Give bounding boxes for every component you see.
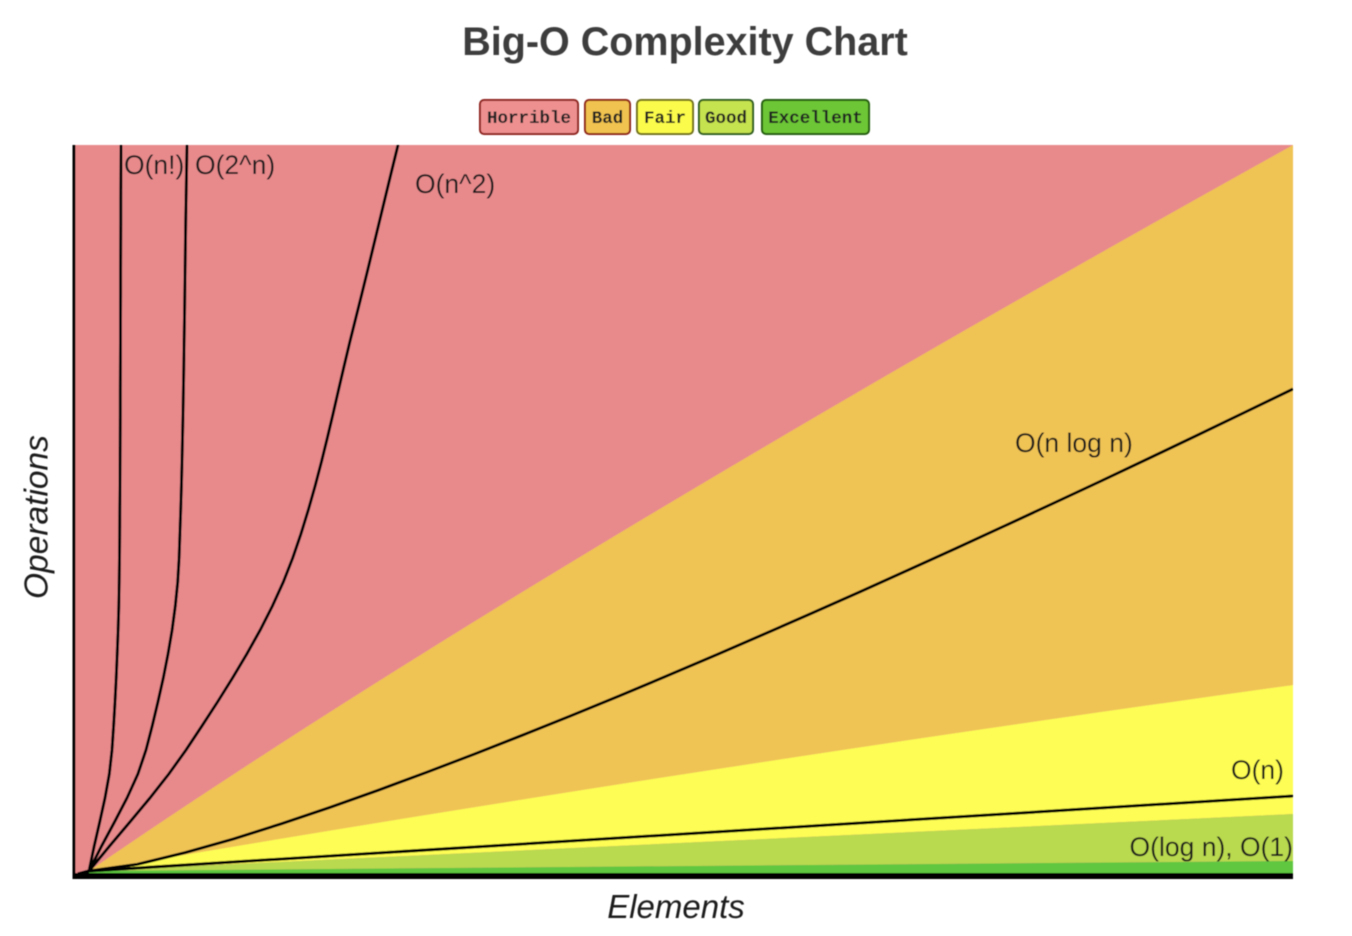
- svg-text:O(2^n): O(2^n): [195, 150, 275, 180]
- svg-text:O(n^2): O(n^2): [415, 169, 495, 199]
- svg-text:Operations: Operations: [19, 435, 56, 599]
- svg-text:Fair: Fair: [644, 109, 686, 129]
- svg-text:O(n!): O(n!): [124, 150, 184, 180]
- svg-text:Big-O Complexity Chart: Big-O Complexity Chart: [462, 20, 908, 64]
- svg-text:Bad: Bad: [592, 109, 624, 129]
- svg-text:Horrible: Horrible: [487, 109, 571, 129]
- svg-text:O(log n), O(1): O(log n), O(1): [1130, 832, 1293, 862]
- svg-text:Excellent: Excellent: [768, 109, 863, 129]
- svg-text:O(n log n): O(n log n): [1015, 428, 1133, 458]
- svg-text:Elements: Elements: [607, 888, 745, 925]
- svg-text:Good: Good: [705, 109, 747, 129]
- svg-text:O(n): O(n): [1231, 755, 1284, 785]
